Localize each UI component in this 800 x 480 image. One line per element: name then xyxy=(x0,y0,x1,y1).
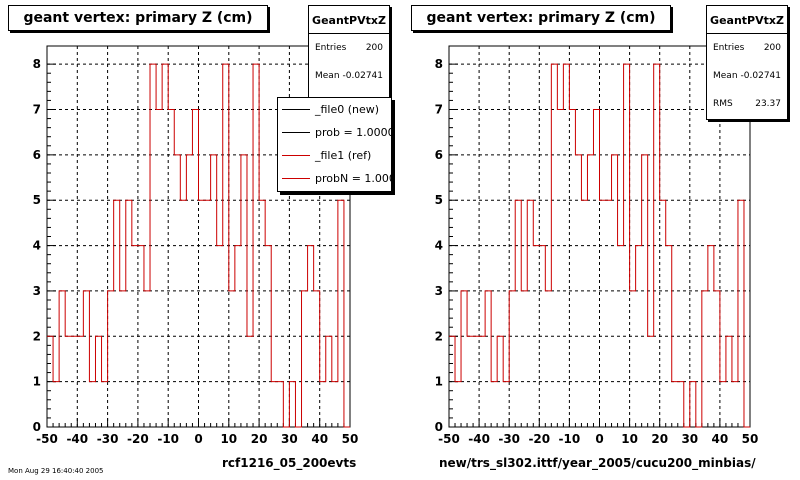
x-tick-label: 50 xyxy=(742,432,759,446)
plot-title: geant vertex: primary Z (cm) xyxy=(8,5,268,31)
x-tick-label: 40 xyxy=(712,432,729,446)
stats-mean-label: Mean xyxy=(713,71,738,81)
y-tick-label: 8 xyxy=(33,57,41,71)
stats-entries-row: Entries 200 xyxy=(309,34,389,62)
y-tick-label: 2 xyxy=(435,329,443,343)
y-tick-label: 8 xyxy=(435,57,443,71)
stats-mean-label: Mean xyxy=(315,71,340,81)
y-tick-label: 7 xyxy=(33,103,41,117)
y-tick-label: 4 xyxy=(435,239,443,253)
legend: _file0 (new) prob = 1.000000 _file1 (ref) p… xyxy=(277,97,392,192)
x-tick-label: -30 xyxy=(97,432,119,446)
legend-label: _file0 (new) xyxy=(315,103,380,116)
legend-line-icon xyxy=(282,109,310,110)
legend-entry: probN = 1.000000 xyxy=(278,167,391,190)
stats-mean-row: Mean -0.02741 xyxy=(707,62,787,90)
stats-rms-label: RMS xyxy=(713,99,733,109)
x-tick-label: -20 xyxy=(127,432,149,446)
x-tick-label: 40 xyxy=(311,432,328,446)
histogram-plot-right: -50 -40 -30 -20 -10 0 10 20 30 40 50 0 1 2 3 4 5 6 7 8 xyxy=(435,45,759,446)
y-tick-label: 1 xyxy=(435,375,443,389)
legend-line-icon xyxy=(282,132,310,133)
stats-entries-label: Entries xyxy=(713,43,745,53)
x-tick-label: 20 xyxy=(651,432,668,446)
x-tick-label: 20 xyxy=(251,432,268,446)
y-tick-label: 4 xyxy=(33,239,41,253)
stats-name: GeantPVtxZ xyxy=(309,6,389,34)
legend-label: probN = 1.000000 xyxy=(315,172,391,185)
x-tick-label: -40 xyxy=(66,432,88,446)
stats-name: GeantPVtxZ xyxy=(707,6,787,34)
y-tick-label: 3 xyxy=(33,284,41,298)
stats-box: GeantPVtxZ Entries 200 Mean -0.02741 RMS… xyxy=(706,5,788,120)
histogram-panel-right: -50 -40 -30 -20 -10 0 10 20 30 40 50 0 1 2 3 4 5 6 7 8 gean… xyxy=(400,0,800,480)
x-tick-label: 10 xyxy=(220,432,237,446)
legend-entry: prob = 1.000000 xyxy=(278,121,391,144)
stats-rms-row: RMS 23.37 xyxy=(707,90,787,118)
y-tick-label: 7 xyxy=(435,103,443,117)
stats-entries-row: Entries 200 xyxy=(707,34,787,62)
x-tick-label: 50 xyxy=(342,432,359,446)
stats-mean-value: -0.02741 xyxy=(740,71,781,81)
stats-entries-value: 200 xyxy=(365,43,383,53)
x-tick-label: -10 xyxy=(559,432,581,446)
timestamp: Mon Aug 29 16:40:40 2005 xyxy=(8,467,104,475)
legend-label: _file1 (ref) xyxy=(315,149,372,162)
stats-mean-row: Mean -0.02741 xyxy=(309,62,389,90)
y-tick-label: 5 xyxy=(33,193,41,207)
y-tick-label: 2 xyxy=(33,329,41,343)
x-tick-label: 0 xyxy=(595,432,603,446)
y-tick-label: 6 xyxy=(435,148,443,162)
y-tick-label: 0 xyxy=(435,420,443,434)
stats-rms-value: 23.37 xyxy=(755,99,781,109)
legend-line-icon xyxy=(282,155,310,156)
x-tick-label: 30 xyxy=(281,432,298,446)
legend-line-icon xyxy=(282,178,310,179)
x-tick-label: -30 xyxy=(498,432,520,446)
x-tick-label: -10 xyxy=(157,432,179,446)
y-tick-label: 1 xyxy=(33,375,41,389)
stats-entries-value: 200 xyxy=(763,43,781,53)
plot-frame xyxy=(448,45,751,428)
legend-entry: _file1 (ref) xyxy=(278,144,391,167)
stats-entries-label: Entries xyxy=(315,43,347,53)
dataset-label: new/trs_sl302.ittf/year_2005/cucu200_min… xyxy=(439,456,756,470)
x-tick-label: -50 xyxy=(36,432,58,446)
x-tick-label: -20 xyxy=(528,432,550,446)
histogram-panel-left: -50 -40 -30 -20 -10 0 10 20 30 40 50 0 1 2 3 4 5 6 7 8 gean… xyxy=(8,5,392,475)
legend-label: prob = 1.000000 xyxy=(315,126,391,139)
x-tick-label: 30 xyxy=(681,432,698,446)
legend-entry: _file0 (new) xyxy=(278,98,391,121)
histogram-series-line xyxy=(449,63,750,428)
x-tick-label: 0 xyxy=(194,432,202,446)
dataset-label: rcf1216_05_200evts xyxy=(222,456,357,470)
y-tick-label: 6 xyxy=(33,148,41,162)
x-tick-label: -50 xyxy=(438,432,460,446)
histogram-series-line xyxy=(47,63,350,428)
y-tick-label: 3 xyxy=(435,284,443,298)
y-tick-label: 5 xyxy=(435,193,443,207)
x-tick-label: 10 xyxy=(621,432,638,446)
plot-title: geant vertex: primary Z (cm) xyxy=(411,5,671,31)
x-tick-label: -40 xyxy=(468,432,490,446)
y-tick-label: 0 xyxy=(33,420,41,434)
stats-mean-value: -0.02741 xyxy=(342,71,383,81)
histogram-plot-left: -50 -40 -30 -20 -10 0 10 20 30 40 50 0 1 2 3 4 5 6 7 8 xyxy=(33,45,359,446)
